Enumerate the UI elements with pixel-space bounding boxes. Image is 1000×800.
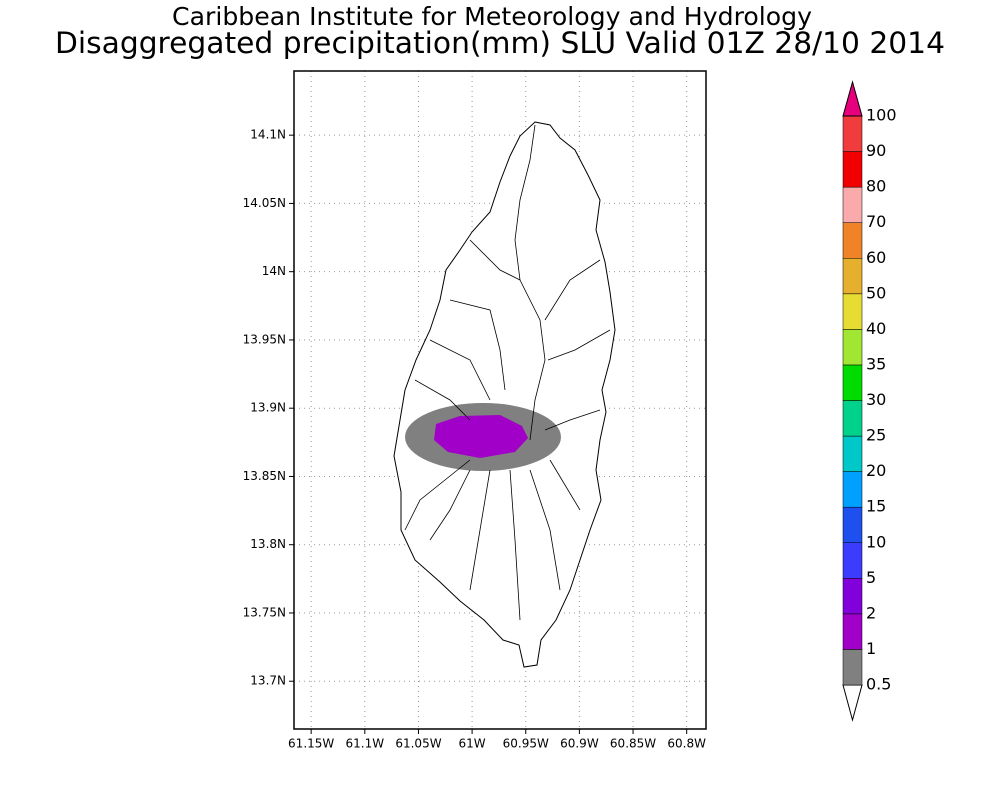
subtitle: Disaggregated precipitation(mm) SLU Vali… [55,26,945,60]
colorbar-label: 50 [866,283,886,302]
y-tick-label: 13.8N [250,537,286,551]
colorbar-label: 5 [866,568,876,587]
map-frame [293,70,707,730]
colorbar-band [842,115,863,152]
colorbar-under [842,684,863,722]
colorbar-label: 2 [866,603,876,622]
precip-area [434,415,528,458]
y-tick-label: 14.05N [243,196,286,210]
colorbar-label: 40 [866,319,886,338]
y-tick-label: 13.85N [243,469,286,483]
colorbar-band [842,613,863,650]
y-tick-label: 13.95N [243,332,286,346]
x-tick-label: 61W [459,737,486,751]
colorbar-band [842,578,863,615]
colorbar-label: 10 [866,532,886,551]
x-tick-label: 60.85W [610,737,656,751]
colorbar-band [842,649,863,686]
colorbar-band [842,258,863,295]
x-tick-label: 60.8W [667,737,706,751]
rivers [404,124,611,621]
colorbar-label: 60 [866,248,886,267]
colorbar-band [842,329,863,366]
colorbar-band [842,186,863,223]
colorbar-band [842,542,863,579]
colorbar-band [842,471,863,508]
colorbar-label: 1 [866,639,876,658]
colorbar-band [842,293,863,330]
colorbar-label: 20 [866,461,886,480]
island [393,121,616,668]
colorbar-label: 80 [866,177,886,196]
y-tick-label: 14.1N [250,128,286,142]
colorbar-band [842,506,863,543]
colorbar-label: 90 [866,141,886,160]
title: Caribbean Institute for Meteorology and … [172,2,812,31]
y-tick-label: 13.75N [243,605,286,619]
x-tick-label: 61.15W [288,737,334,751]
y-tick-label: 14N [262,264,286,278]
x-tick-label: 61.05W [395,737,441,751]
colorbar-label: 15 [866,497,886,516]
colorbar-band [842,222,863,259]
colorbar-label: 0.5 [866,675,891,694]
x-tick-label: 61.1W [346,737,385,751]
y-tick-label: 13.7N [250,674,286,688]
colorbar-label: 70 [866,212,886,231]
colorbar-label: 100 [866,106,897,125]
colorbar-label: 30 [866,390,886,409]
colorbar-band [842,400,863,437]
colorbar-band [842,435,863,472]
x-tick-label: 60.9W [560,737,599,751]
colorbar-over [842,80,863,117]
colorbar-label: 35 [866,354,886,373]
y-tick-label: 13.9N [250,401,286,415]
colorbar-band [842,151,863,188]
x-tick-label: 60.95W [503,737,549,751]
colorbar-label: 25 [866,426,886,445]
colorbar-band [842,364,863,401]
